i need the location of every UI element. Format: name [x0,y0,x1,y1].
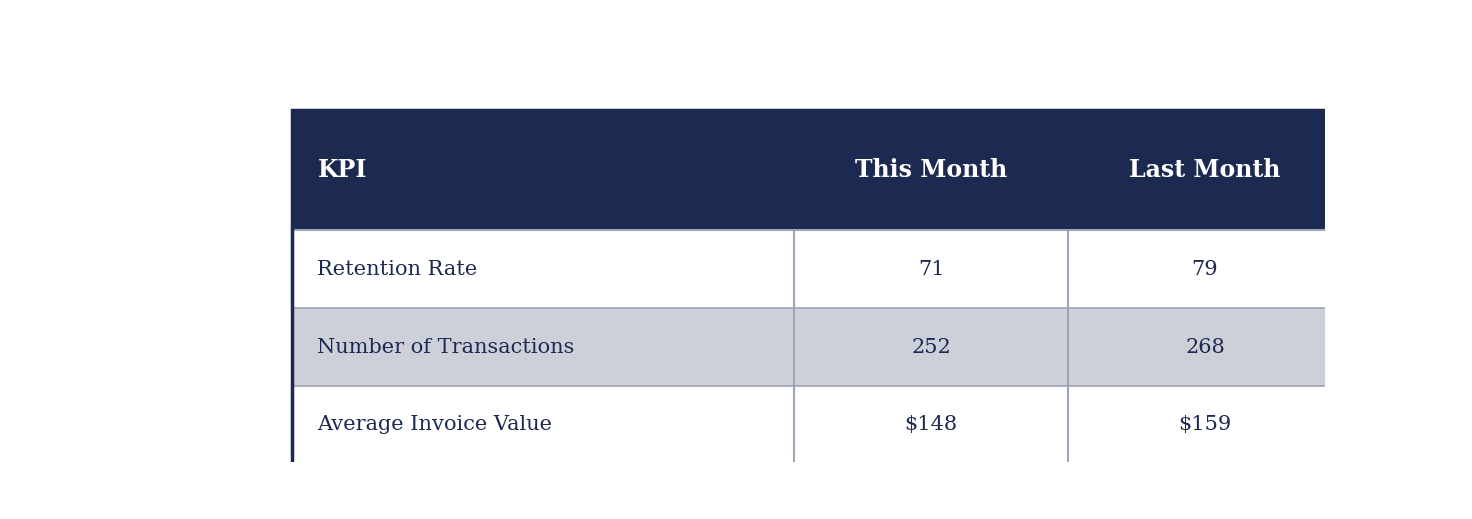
Text: KPI: KPI [318,158,367,182]
Bar [293,110,1342,230]
Text: Retention Rate: Retention Rate [318,260,478,279]
Text: Average Invoice Value: Average Invoice Value [318,415,552,434]
Bar [293,308,1342,386]
Text: 71: 71 [919,260,945,279]
Bar [293,230,1342,308]
Text: Last Month: Last Month [1129,158,1281,182]
Text: $148: $148 [905,415,958,434]
Bar [293,110,1342,464]
Text: 268: 268 [1185,337,1225,357]
Text: 252: 252 [911,337,951,357]
Text: 79: 79 [1192,260,1219,279]
Text: This Month: This Month [855,158,1007,182]
Bar [293,386,1342,464]
Text: $159: $159 [1179,415,1232,434]
Text: Number of Transactions: Number of Transactions [318,337,576,357]
